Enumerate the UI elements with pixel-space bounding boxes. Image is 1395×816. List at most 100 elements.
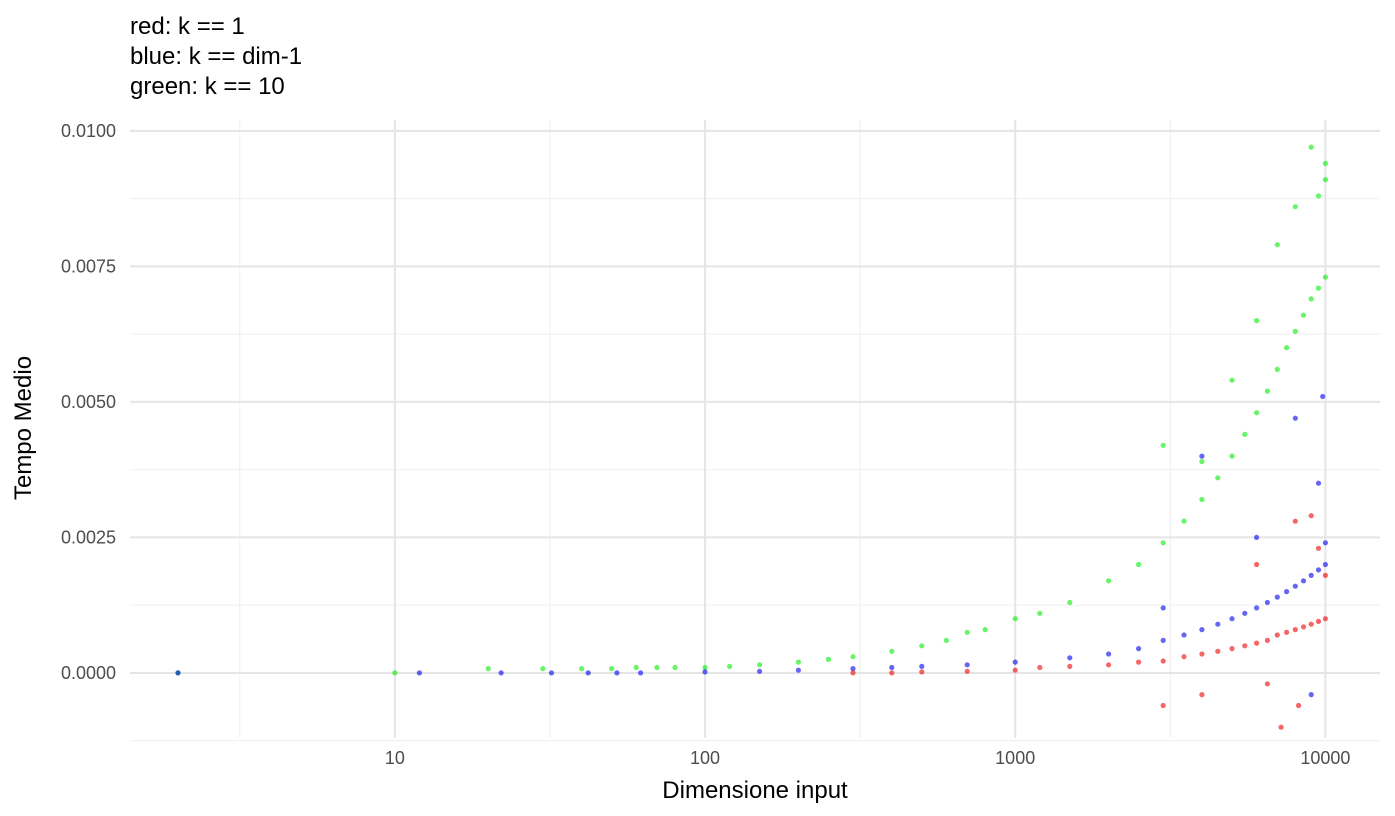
data-point: [1315, 545, 1322, 551]
x-tick-label: 1000: [995, 748, 1035, 768]
data-point: [850, 670, 856, 676]
data-point: [702, 664, 708, 671]
data-point: [889, 664, 895, 671]
data-point: [1160, 540, 1166, 546]
data-point: [1264, 637, 1270, 644]
data-point: [1215, 475, 1221, 481]
data-point: [1292, 518, 1298, 524]
data-point: [392, 670, 398, 676]
data-point: [633, 664, 639, 671]
data-point: [1278, 724, 1284, 730]
data-point: [1037, 664, 1043, 671]
series-2: [850, 513, 1328, 730]
data-point: [982, 627, 988, 633]
data-point: [1308, 144, 1314, 150]
data-point: [1215, 621, 1221, 627]
data-point: [638, 670, 644, 676]
x-tick-label: 10000: [1300, 748, 1350, 768]
data-point: [1160, 442, 1166, 448]
data-point: [1308, 296, 1314, 302]
data-point: [1106, 651, 1112, 657]
data-point: [1181, 654, 1187, 660]
data-point: [1320, 393, 1326, 400]
data-point: [964, 629, 970, 635]
y-axis-label: Tempo Medio: [10, 356, 37, 500]
data-point: [1229, 646, 1235, 652]
data-point: [1160, 658, 1166, 664]
data-point: [795, 667, 802, 673]
data-point: [1067, 655, 1073, 661]
data-point: [702, 669, 708, 675]
data-point: [1322, 540, 1328, 546]
data-point: [1215, 648, 1221, 654]
data-point: [1254, 318, 1260, 324]
data-point: [1037, 610, 1043, 616]
minor-grid: [130, 120, 1380, 742]
data-point: [485, 666, 491, 672]
data-point: [1274, 366, 1280, 372]
data-point: [1274, 632, 1280, 638]
data-point: [919, 663, 925, 670]
data-point: [964, 662, 970, 668]
chart-title: red: k == 1 blue: k == dim-1 green: k == 1…: [130, 13, 302, 100]
data-point: [850, 654, 856, 660]
data-point: [1308, 692, 1314, 698]
data-point: [1012, 659, 1018, 665]
data-point: [1292, 328, 1298, 334]
title-line: green: k == 10: [130, 73, 285, 100]
data-point: [1242, 610, 1248, 616]
data-point: [1274, 242, 1280, 248]
y-axis-tick-labels: 0.0000 0.0025 0.0050 0.0075 0.0100: [61, 121, 116, 683]
series-1: [175, 393, 1328, 698]
data-point: [1308, 513, 1314, 519]
data-point: [1300, 624, 1307, 630]
data-point: [1160, 637, 1166, 644]
data-point: [1181, 632, 1187, 638]
data-point: [1254, 605, 1260, 611]
data-point: [825, 656, 832, 663]
data-point: [795, 659, 802, 665]
data-point: [1199, 458, 1205, 465]
y-tick-label: 0.0025: [61, 527, 116, 547]
data-point: [1315, 618, 1322, 625]
data-point: [1315, 480, 1322, 486]
data-point: [1300, 578, 1307, 584]
data-point: [1264, 388, 1270, 394]
data-point: [1136, 561, 1142, 568]
data-point: [1229, 453, 1235, 459]
y-tick-label: 0.0075: [61, 256, 116, 276]
data-point: [654, 664, 660, 671]
data-point: [1322, 572, 1328, 579]
data-point: [919, 669, 925, 675]
data-point: [964, 668, 970, 674]
data-point: [1199, 496, 1205, 503]
data-point: [1242, 431, 1248, 437]
data-point: [1292, 204, 1298, 210]
data-point: [1292, 627, 1298, 633]
x-tick-label: 10: [385, 748, 405, 768]
data-point: [1242, 643, 1248, 649]
data-point: [1199, 651, 1205, 657]
data-point: [1300, 312, 1307, 318]
x-axis-tick-labels: 10 100 1000 10000: [385, 748, 1351, 768]
data-point: [1199, 627, 1205, 633]
data-point: [1296, 702, 1302, 709]
data-point: [1274, 594, 1280, 600]
data-point: [548, 670, 555, 676]
data-point: [416, 670, 422, 676]
data-points: [175, 144, 1328, 730]
data-point: [585, 670, 591, 676]
data-point: [1106, 578, 1112, 584]
data-point: [757, 668, 763, 674]
data-point: [1199, 692, 1205, 698]
x-tick-label: 100: [690, 748, 720, 768]
data-point: [943, 637, 950, 644]
data-point: [1292, 415, 1298, 421]
data-point: [889, 670, 895, 676]
data-point: [1284, 345, 1290, 351]
data-point: [727, 663, 733, 670]
data-point: [1199, 453, 1205, 459]
data-point: [579, 666, 585, 672]
data-point: [919, 643, 925, 649]
y-tick-label: 0.0000: [61, 663, 116, 683]
